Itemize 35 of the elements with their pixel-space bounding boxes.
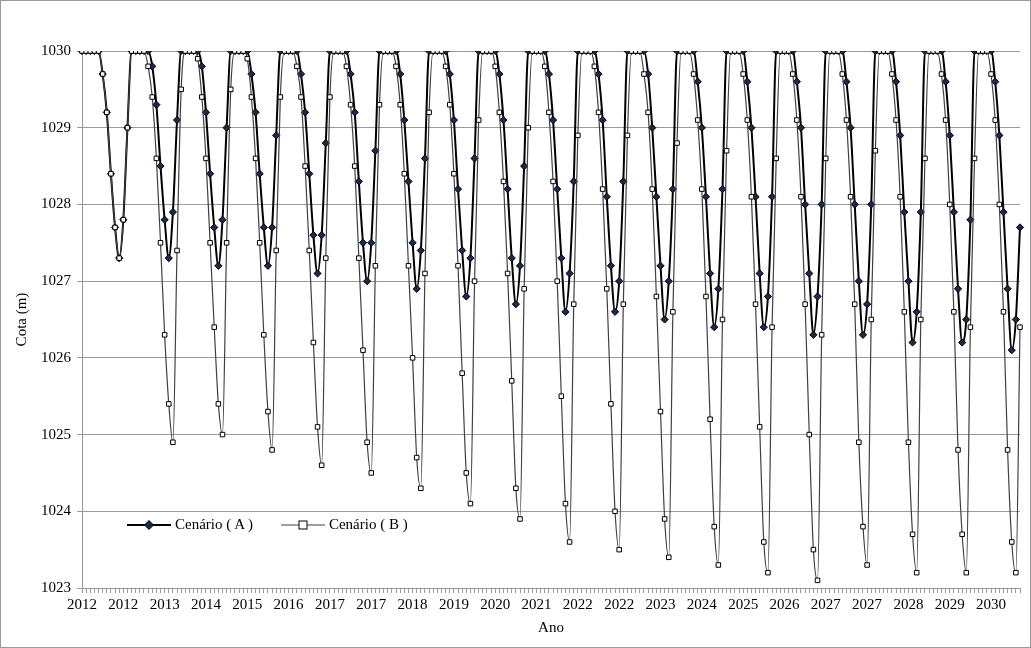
x-tick-label: 2019 <box>438 595 469 612</box>
x-tick-label: 2017 <box>314 595 346 612</box>
x-tick-label: 2030 <box>976 595 1007 612</box>
x-tick-label: 2016 <box>273 595 305 612</box>
x-tick-label: 2018 <box>397 595 428 612</box>
x-tick-label: 2012 <box>67 595 97 612</box>
y-tick-label: 1027 <box>41 272 72 289</box>
x-tick-label: 2020 <box>480 595 511 612</box>
legend-label: Cenário ( B ) <box>328 516 408 533</box>
x-tick-label: 2028 <box>893 595 924 612</box>
x-axis-title: Ano <box>538 618 564 635</box>
legend-label: Cenário ( A ) <box>175 516 253 533</box>
x-tick-label: 2026 <box>769 595 800 612</box>
x-tick-label: 2022 <box>604 595 635 612</box>
y-tick-label: 1023 <box>41 578 71 595</box>
y-tick-label: 1029 <box>41 118 71 135</box>
x-tick-label: 2017 <box>356 595 387 612</box>
x-tick-label: 2023 <box>645 595 676 612</box>
y-tick-label: 1024 <box>41 502 72 519</box>
x-tick-label: 2029 <box>934 595 965 612</box>
x-tick-label: 2025 <box>728 595 759 612</box>
y-tick-label: 1025 <box>41 425 71 442</box>
y-tick-label: 1026 <box>41 348 72 365</box>
x-tick-label: 2027 <box>810 595 842 612</box>
y-axis-title: Cota (m) <box>12 292 30 347</box>
x-tick-label: 2015 <box>232 595 263 612</box>
x-tick-label: 2022 <box>562 595 593 612</box>
y-tick-label: 1030 <box>41 41 71 58</box>
x-tick-label: 2024 <box>686 595 718 612</box>
x-tick-label: 2012 <box>108 595 139 612</box>
x-tick-label: 2014 <box>190 595 222 612</box>
x-tick-label: 2013 <box>149 595 180 612</box>
x-tick-label: 2021 <box>521 595 552 612</box>
x-tick-label: 2027 <box>852 595 883 612</box>
y-tick-label: 1028 <box>41 195 71 212</box>
